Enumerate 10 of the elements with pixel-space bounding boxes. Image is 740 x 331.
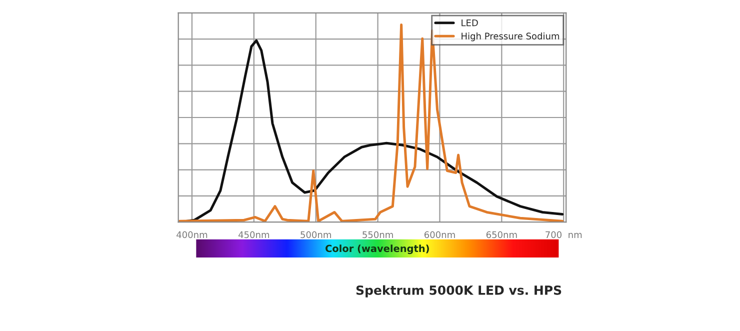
x-tick-label: 550nm	[362, 231, 393, 238]
text: Spektrum 5000K LED vs. HPS	[356, 285, 562, 298]
x-tick-label: 400nm	[176, 231, 208, 238]
legend-label: LED	[462, 20, 478, 26]
x-tick-label: 500nm	[300, 231, 331, 238]
x-tick-label: 700 nm	[546, 231, 582, 238]
x-tick-label: 650nm	[486, 231, 517, 238]
x-tick-label: 600nm	[424, 231, 455, 238]
legend-label: High Pressure Sodium	[462, 32, 560, 42]
x-tick-label: 450nm	[238, 231, 270, 238]
